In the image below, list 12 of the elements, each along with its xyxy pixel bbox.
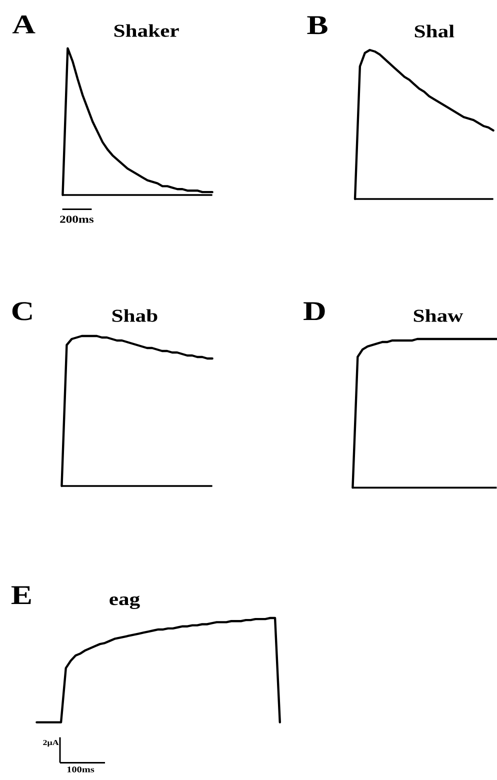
text: 100ms xyxy=(67,766,94,772)
chart-title: Shab xyxy=(112,309,158,322)
text: E xyxy=(11,586,31,604)
chart-title: Shal xyxy=(414,24,454,38)
text: A xyxy=(12,15,36,34)
text: B xyxy=(307,16,328,34)
chart-title: Shaw xyxy=(414,309,464,322)
text: 200ms xyxy=(60,216,94,223)
chart-title: eag xyxy=(110,596,140,609)
text: D xyxy=(304,302,325,320)
text: C xyxy=(12,302,32,320)
chart-title: Shaker xyxy=(114,24,179,37)
